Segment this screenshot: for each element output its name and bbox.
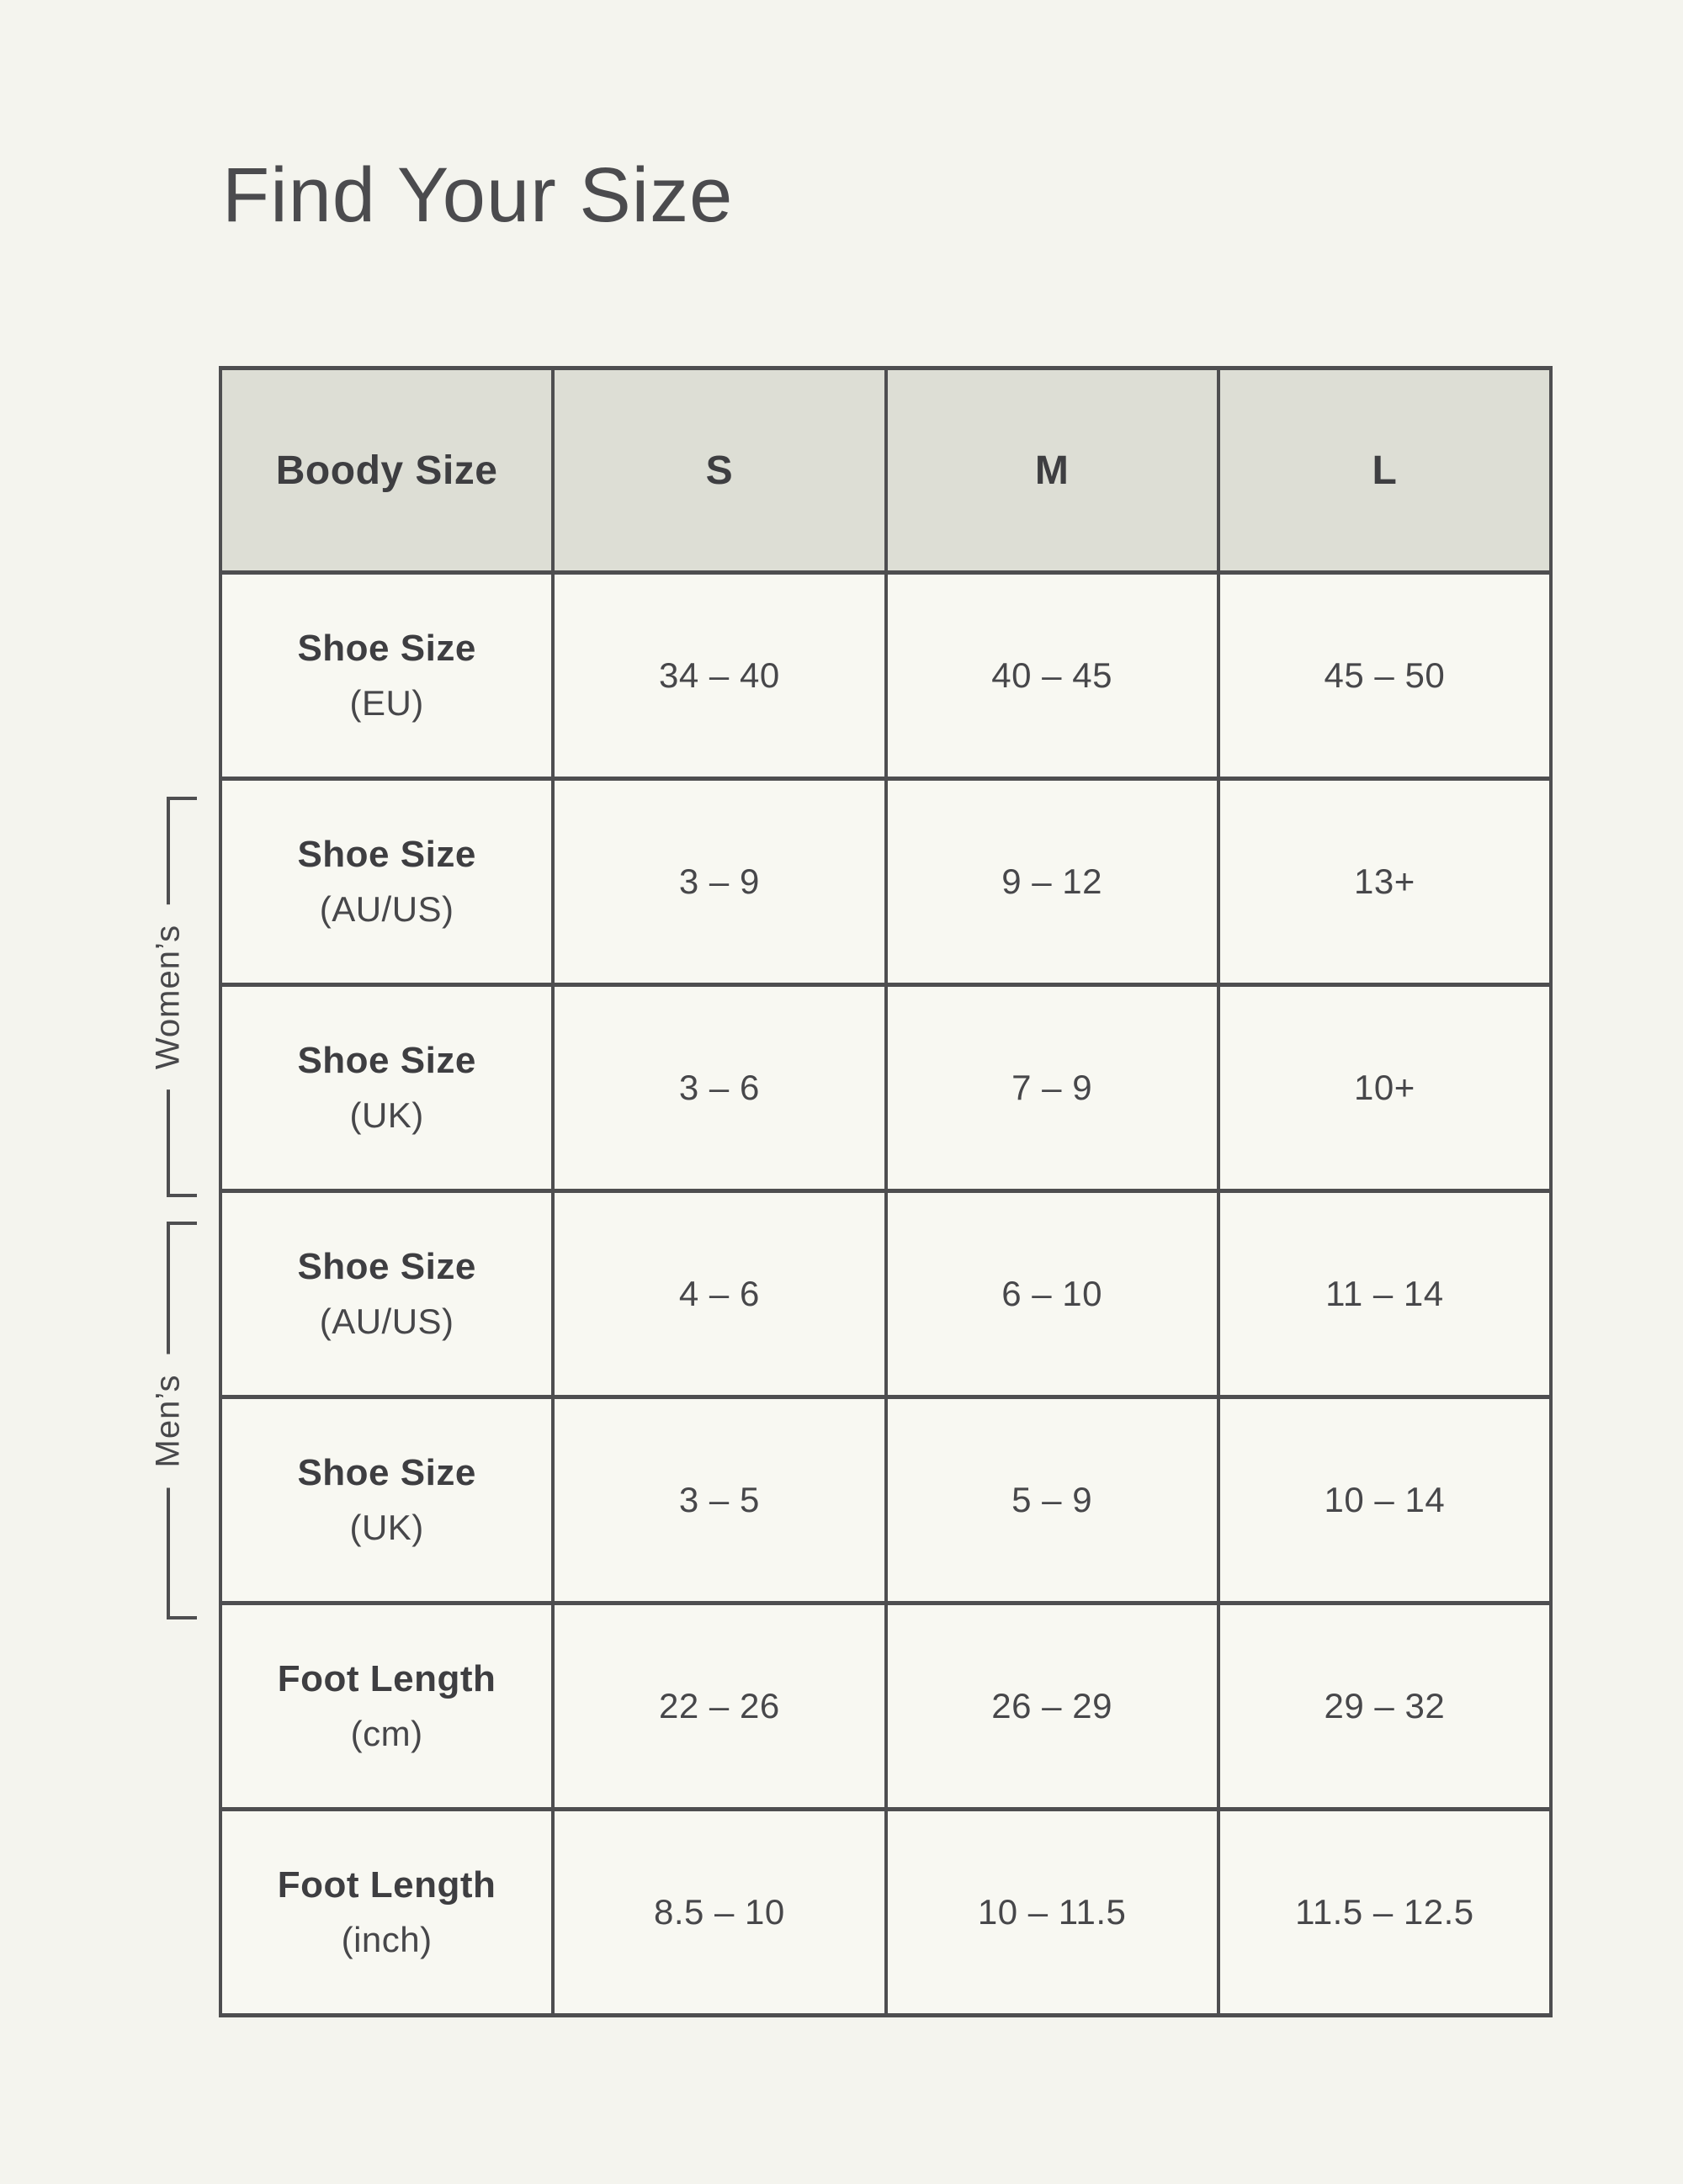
header-row: Boody Size S M L [218, 366, 1553, 575]
table-row-womens-shoe-size-uk: Shoe Size (UK) 3 – 6 7 – 9 10+ [218, 983, 1553, 1193]
row-label: Foot Length [277, 1658, 496, 1699]
value-cell-l: 13+ [1216, 777, 1553, 987]
table-row-foot-length-cm: Foot Length (cm) 22 – 26 26 – 29 29 – 32 [218, 1601, 1553, 1811]
value-cell-l: 10+ [1216, 983, 1553, 1193]
row-label: Shoe Size [297, 628, 476, 669]
row-unit: (inch) [341, 1920, 433, 1959]
row-header-cell: Shoe Size (UK) [218, 983, 555, 1193]
row-unit: (AU/US) [319, 889, 454, 929]
table-row-womens-shoe-size-au-us: Shoe Size (AU/US) 3 – 9 9 – 12 13+ [218, 777, 1553, 987]
mens-group-label: Men’s [146, 1354, 191, 1487]
value-cell-m: 6 – 10 [884, 1189, 1220, 1399]
value-cell-l: 11 – 14 [1216, 1189, 1553, 1399]
value-cell-s: 3 – 6 [551, 983, 888, 1193]
row-unit: (cm) [350, 1714, 423, 1753]
row-label: Shoe Size [297, 834, 476, 875]
value-cell-m: 26 – 29 [884, 1601, 1220, 1811]
row-header-cell: Foot Length (inch) [218, 1807, 555, 2017]
row-unit: (EU) [349, 683, 424, 723]
value-cell-l: 11.5 – 12.5 [1216, 1807, 1553, 2017]
table-row-mens-shoe-size-uk: Shoe Size (UK) 3 – 5 5 – 9 10 – 14 [218, 1395, 1553, 1605]
value-cell-m: 10 – 11.5 [884, 1807, 1220, 2017]
value-cell-m: 9 – 12 [884, 777, 1220, 987]
header-cell-boody-size: Boody Size [218, 366, 555, 575]
row-header-cell: Shoe Size (UK) [218, 1395, 555, 1605]
value-cell-s: 4 – 6 [551, 1189, 888, 1399]
row-header-cell: Shoe Size (EU) [218, 570, 555, 781]
mens-group-bracket: Men’s [146, 1222, 197, 1619]
row-header-cell: Shoe Size (AU/US) [218, 1189, 555, 1399]
table-row-foot-length-inch: Foot Length (inch) 8.5 – 10 10 – 11.5 11… [218, 1807, 1553, 2017]
row-unit: (UK) [349, 1508, 424, 1547]
value-cell-l: 45 – 50 [1216, 570, 1553, 781]
table-row-shoe-size-eu: Shoe Size (EU) 34 – 40 40 – 45 45 – 50 [218, 570, 1553, 781]
womens-group-bracket: Women’s [146, 797, 197, 1197]
header-cell-size-m: M [884, 366, 1220, 575]
row-unit: (AU/US) [319, 1301, 454, 1341]
size-chart-table: Boody Size S M L Shoe Size (EU) 34 – 40 … [218, 366, 1553, 2017]
value-cell-m: 40 – 45 [884, 570, 1220, 781]
header-cell-size-l: L [1216, 366, 1553, 575]
value-cell-m: 7 – 9 [884, 983, 1220, 1193]
value-cell-s: 34 – 40 [551, 570, 888, 781]
row-header-cell: Shoe Size (AU/US) [218, 777, 555, 987]
row-unit: (UK) [349, 1095, 424, 1135]
page-title: Find Your Size [222, 152, 734, 238]
header-cell-size-s: S [551, 366, 888, 575]
row-label: Shoe Size [297, 1452, 476, 1493]
row-label: Foot Length [277, 1864, 496, 1906]
womens-group-label: Women’s [146, 904, 191, 1090]
row-label: Shoe Size [297, 1246, 476, 1287]
value-cell-s: 8.5 – 10 [551, 1807, 888, 2017]
table-row-mens-shoe-size-au-us: Shoe Size (AU/US) 4 – 6 6 – 10 11 – 14 [218, 1189, 1553, 1399]
value-cell-m: 5 – 9 [884, 1395, 1220, 1605]
value-cell-l: 29 – 32 [1216, 1601, 1553, 1811]
value-cell-s: 3 – 9 [551, 777, 888, 987]
row-header-cell: Foot Length (cm) [218, 1601, 555, 1811]
value-cell-l: 10 – 14 [1216, 1395, 1553, 1605]
value-cell-s: 3 – 5 [551, 1395, 888, 1605]
row-label: Shoe Size [297, 1040, 476, 1081]
value-cell-s: 22 – 26 [551, 1601, 888, 1811]
